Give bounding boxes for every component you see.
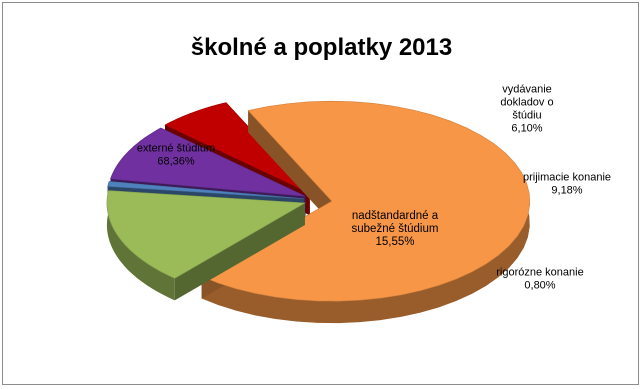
chart-title: školné a poplatky 2013 (190, 34, 453, 61)
data-label-2: nadštandardné a subežné štúdium 15,55% (352, 210, 439, 248)
pie-slice-2 (106, 190, 306, 301)
data-label-3: rigorózne konanie 0,80% (496, 267, 583, 292)
data-label-5: vydávanie dokladov o štúdiu 6,10% (500, 84, 553, 135)
data-label-1: externé štúdium 68,36% (137, 143, 215, 168)
data-label-4: prijimacie konanie 9,18% (523, 172, 611, 197)
